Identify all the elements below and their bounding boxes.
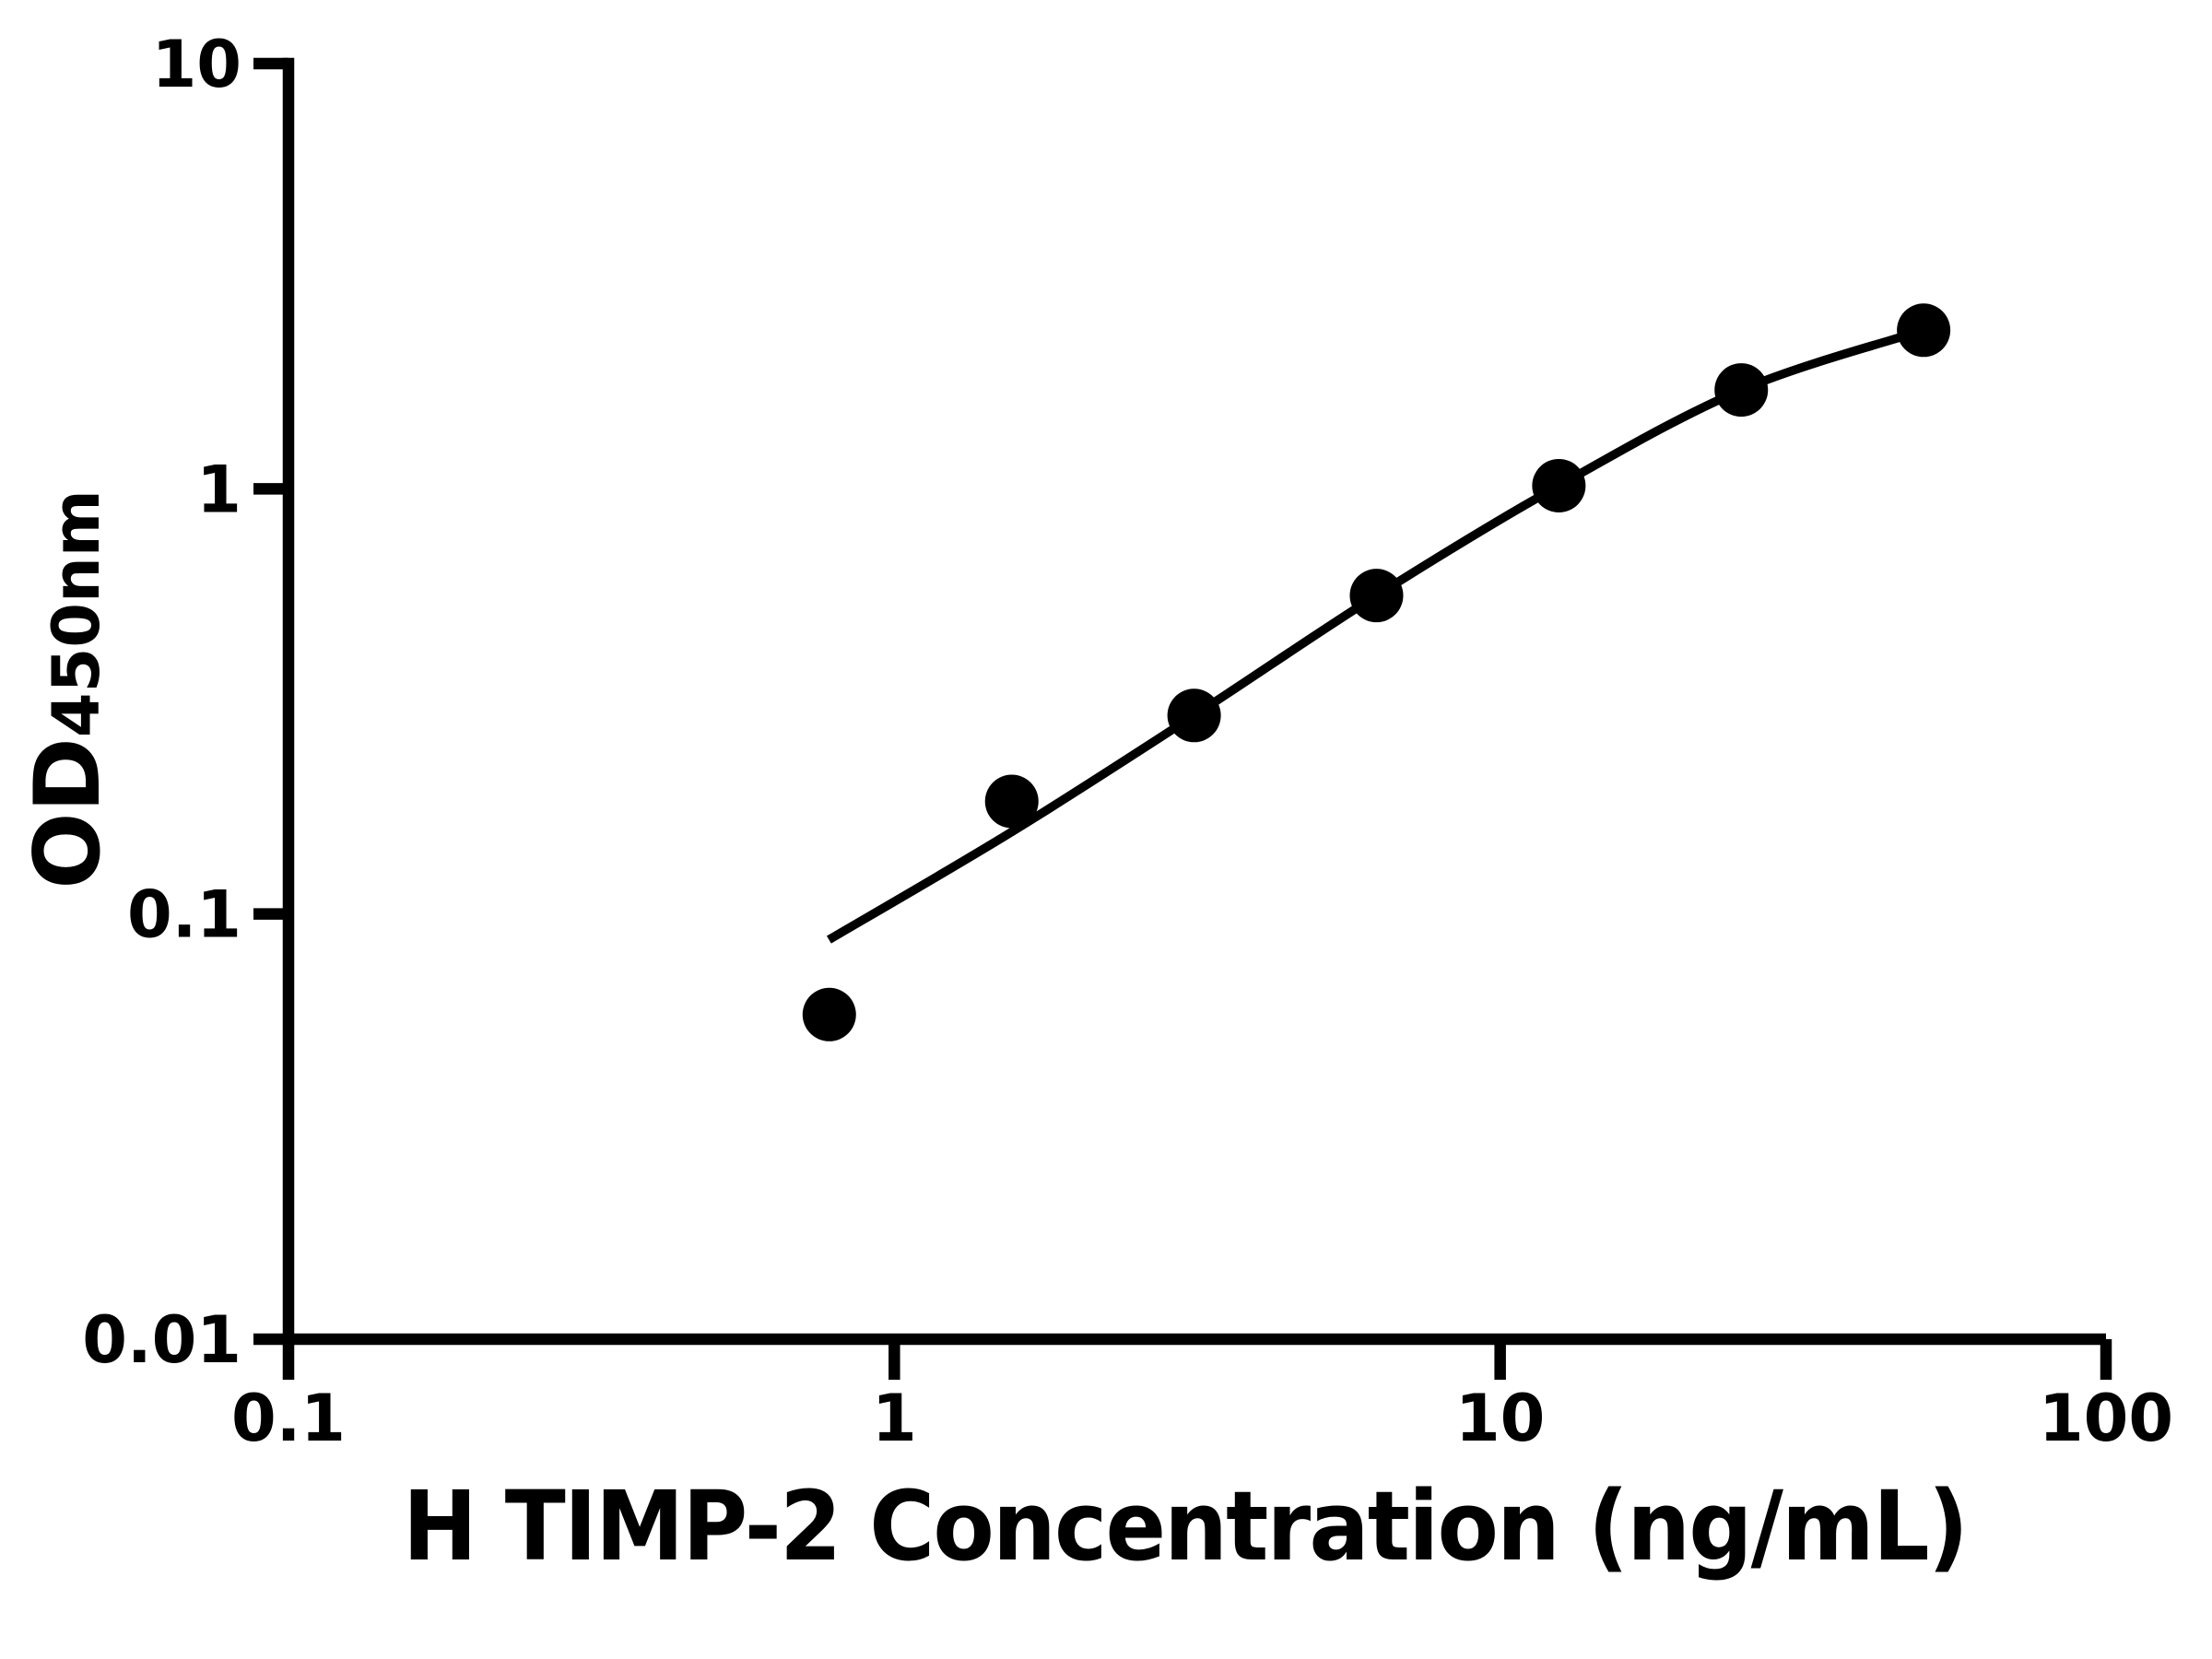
data-point xyxy=(1167,688,1221,743)
y-axis-title-main: OD xyxy=(16,737,121,889)
y-tick-label: 0.1 xyxy=(127,877,241,953)
curve-layer xyxy=(826,325,1925,944)
data-point xyxy=(1714,363,1769,418)
x-axis-title-text: H TIMP-2 Concentration (ng/mL) xyxy=(402,1470,1968,1583)
x-tick-label: 100 xyxy=(2039,1381,2173,1456)
fit-curve xyxy=(826,325,1925,944)
y-axis-title: OD450nm xyxy=(16,489,121,889)
data-point xyxy=(1532,458,1586,512)
data-point xyxy=(984,774,1039,829)
y-tick-label: 10 xyxy=(152,27,241,102)
x-tick-label: 0.1 xyxy=(231,1381,346,1456)
points-layer xyxy=(802,303,1951,1041)
y-tick-label: 0.01 xyxy=(82,1302,241,1378)
data-point xyxy=(1897,303,1951,358)
data-point xyxy=(802,987,856,1041)
data-point xyxy=(1349,569,1404,623)
x-axis-title: H TIMP-2 Concentration (ng/mL) xyxy=(157,1475,2212,1578)
y-axis-title-sub: 450nm xyxy=(39,489,114,738)
y-tick-label: 1 xyxy=(196,452,241,527)
x-tick-label: 1 xyxy=(872,1381,917,1456)
axes-layer xyxy=(253,57,2112,1380)
x-tick-label: 10 xyxy=(1455,1381,1545,1456)
